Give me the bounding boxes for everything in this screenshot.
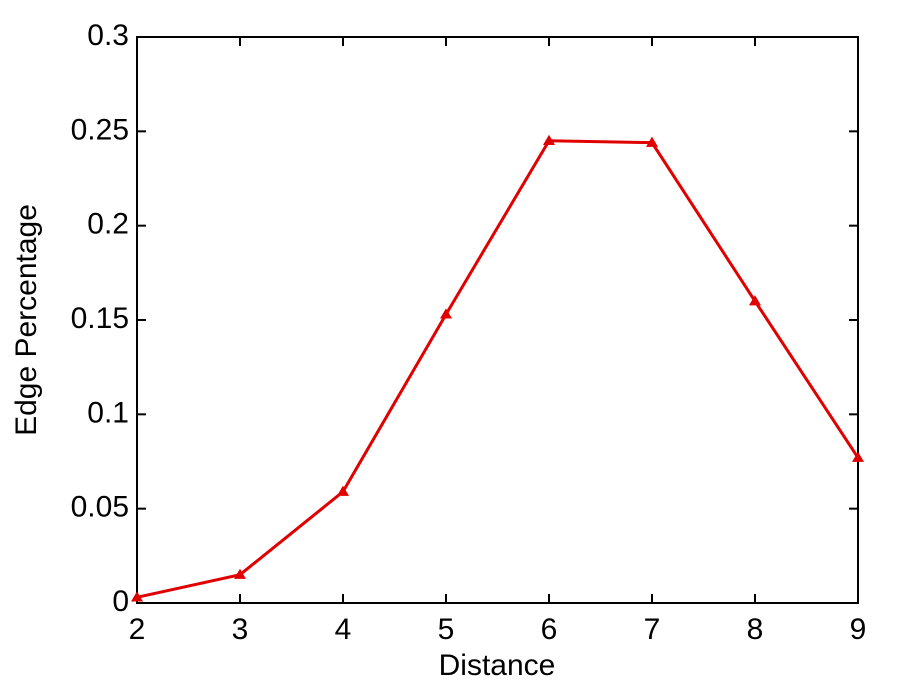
plot-frame bbox=[136, 36, 859, 604]
y-tick-label: 0.1 bbox=[87, 396, 129, 429]
data-line bbox=[136, 139, 860, 599]
data-marker bbox=[852, 451, 864, 462]
x-tick-label: 8 bbox=[747, 613, 764, 646]
y-tick-label: 0.2 bbox=[87, 208, 129, 241]
x-tick-label: 5 bbox=[438, 613, 455, 646]
y-tick-label: 0.15 bbox=[71, 302, 129, 335]
data-marker bbox=[646, 136, 658, 147]
data-marker bbox=[543, 134, 555, 145]
x-tick-label: 7 bbox=[644, 613, 661, 646]
y-tick-label: 0.25 bbox=[71, 113, 129, 146]
data-marker bbox=[749, 295, 761, 306]
y-tick-label: 0.3 bbox=[87, 19, 129, 52]
data-marker bbox=[234, 568, 246, 579]
x-tick-label: 3 bbox=[232, 613, 249, 646]
x-tick-label: 4 bbox=[335, 613, 352, 646]
x-tick-label: 9 bbox=[850, 613, 867, 646]
y-axis-label: Edge Percentage bbox=[10, 204, 43, 436]
y-tick-label: 0 bbox=[112, 585, 129, 618]
x-tick-label: 2 bbox=[129, 613, 146, 646]
data-marker bbox=[440, 308, 452, 319]
x-tick-label: 6 bbox=[541, 613, 558, 646]
data-marker bbox=[337, 485, 349, 496]
x-axis-label: Distance bbox=[439, 649, 556, 682]
y-tick-label: 0.05 bbox=[71, 491, 129, 524]
data-marker bbox=[131, 591, 143, 602]
